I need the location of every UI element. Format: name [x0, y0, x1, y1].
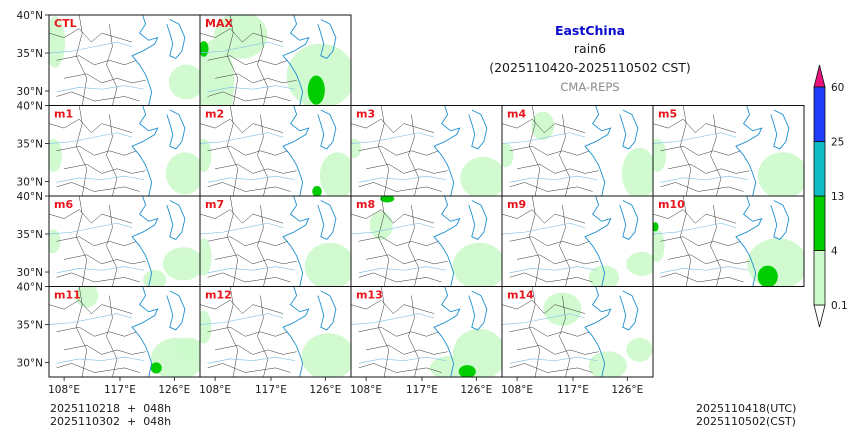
init-utc-line: 2025110218 + 048h [50, 402, 172, 415]
map-panel-m14: m14 [502, 286, 653, 377]
panel-label: m13 [356, 289, 383, 302]
init-time-info: 2025110218 + 048h 2025110302 + 048h [50, 402, 171, 428]
panel-label: CTL [54, 17, 77, 30]
panel-label: m14 [507, 289, 534, 302]
map-panel-m8: m8 [351, 196, 502, 287]
map-panel-m10: m10 [653, 196, 804, 287]
map-panel-m1: m1 [49, 105, 200, 196]
map-panel-m4: m4 [502, 105, 653, 196]
panel-label: m1 [54, 108, 73, 121]
lat-tick-label: 35°N [17, 320, 43, 332]
panel-label: m10 [658, 198, 685, 211]
colorbar-tick-label: 13 [831, 191, 844, 203]
lon-tick-label: 117°E [406, 384, 438, 396]
panel-label: m9 [507, 198, 526, 211]
colorbar: 0.1 4 13 25 60 [813, 64, 848, 328]
panel-label: m12 [205, 289, 232, 302]
panel-label: m5 [658, 108, 677, 121]
lon-tick-label: 117°E [255, 384, 287, 396]
init-cst-line: 2025110302 + 048h [50, 415, 172, 428]
lon-tick-label: 117°E [557, 384, 589, 396]
lon-tick-label: 117°E [104, 384, 136, 396]
panel-label: m11 [54, 289, 81, 302]
valid-utc-line: 2025110418(UTC) [696, 402, 797, 415]
valid-cst-line: 2025110502(CST) [696, 415, 796, 428]
colorbar-tick-label: 25 [831, 137, 844, 149]
valid-time-info: 2025110418(UTC) 2025110502(CST) [696, 402, 796, 428]
lat-tick-label: 35°N [17, 229, 43, 241]
title-period: (2025110420-2025110502 CST) [489, 60, 691, 75]
map-panel-max: MAX [200, 15, 351, 106]
lat-tick-label: 40°N [17, 191, 43, 203]
colorbar-tick-label: 60 [831, 82, 844, 94]
lat-tick-label: 40°N [17, 10, 43, 22]
panel-label: m2 [205, 108, 224, 121]
colorbar-tick-label: 0.1 [831, 300, 848, 312]
lat-tick-label: 30°N [17, 358, 43, 370]
figure-title: EastChina rain6 (2025110420-2025110502 C… [440, 22, 740, 96]
lon-tick-label: 108°E [350, 384, 382, 396]
lat-tick-label: 35°N [17, 48, 43, 60]
map-panel-m2: m2 [200, 105, 351, 196]
panel-label: m3 [356, 108, 375, 121]
map-panel-m9: m9 [502, 196, 653, 287]
lat-tick-label: 40°N [17, 101, 43, 113]
panel-label: m7 [205, 198, 224, 211]
lon-tick-label: 126°E [611, 384, 643, 396]
title-region: EastChina [554, 23, 626, 38]
lat-tick-label: 35°N [17, 139, 43, 151]
title-variable: rain6 [573, 41, 607, 56]
lon-tick-label: 126°E [309, 384, 341, 396]
panel-label: m4 [507, 108, 526, 121]
lon-tick-label: 108°E [199, 384, 231, 396]
map-panel-m7: m7 [200, 196, 351, 287]
lat-tick-label: 30°N [17, 267, 43, 279]
lon-tick-label: 108°E [48, 384, 80, 396]
title-model: CMA-REPS [560, 80, 620, 94]
lat-tick-label: 30°N [17, 177, 43, 189]
lat-tick-label: 30°N [17, 86, 43, 98]
lon-tick-label: 126°E [460, 384, 492, 396]
lon-tick-label: 126°E [158, 384, 190, 396]
map-panel-m6: m6 [49, 196, 200, 287]
map-panel-m3: m3 [351, 105, 502, 196]
lat-tick-label: 40°N [17, 282, 43, 294]
panel-label: MAX [205, 17, 233, 30]
map-panel-m5: m5 [653, 105, 804, 196]
panel-label: m6 [54, 198, 73, 211]
map-panel-m12: m12 [200, 286, 351, 377]
panel-label: m8 [356, 198, 375, 211]
colorbar-tick-label: 4 [831, 246, 838, 258]
map-panel-m11: m11 [49, 286, 200, 377]
map-panel-m13: m13 [351, 286, 502, 377]
map-panel-ctl: CTL [49, 15, 200, 106]
lon-tick-label: 108°E [501, 384, 533, 396]
